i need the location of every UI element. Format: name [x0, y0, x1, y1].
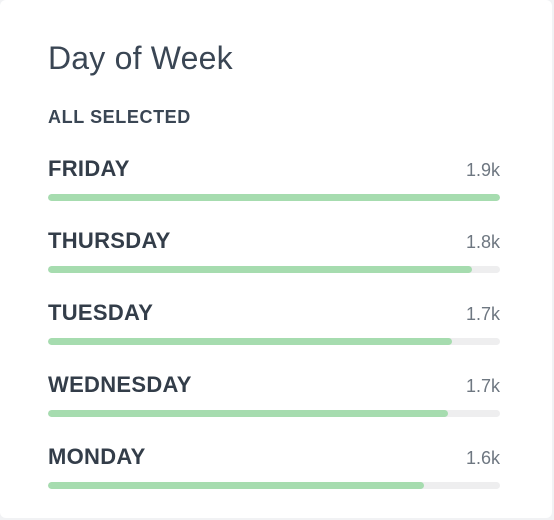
day-bar-track: [48, 266, 500, 273]
day-bar-fill: [48, 194, 500, 201]
day-label: WEDNESDAY: [48, 372, 192, 397]
day-bar-fill: [48, 410, 449, 417]
day-row-thursday[interactable]: THURSDAY 1.8k: [48, 224, 500, 296]
day-row-friday[interactable]: FRIDAY 1.9k: [48, 152, 500, 224]
day-count: 1.6k: [465, 448, 500, 468]
day-bar-fill: [48, 338, 453, 345]
panel-title: Day of Week: [48, 40, 233, 76]
day-bar-track: [48, 410, 500, 417]
day-count: 1.8k: [465, 232, 500, 252]
day-label: FRIDAY: [48, 156, 130, 181]
day-bar-track: [48, 194, 500, 201]
day-count: 1.7k: [465, 376, 500, 396]
day-row-wednesday[interactable]: WEDNESDAY 1.7k: [48, 368, 500, 440]
day-row-monday[interactable]: MONDAY 1.6k: [48, 440, 500, 512]
day-count: 1.9k: [465, 160, 500, 180]
day-bar-track: [48, 338, 500, 345]
day-bar-track: [48, 482, 500, 489]
filter-status[interactable]: ALL SELECTED: [48, 107, 191, 127]
day-bar-fill: [48, 266, 472, 273]
day-label: THURSDAY: [48, 228, 171, 253]
day-count: 1.7k: [465, 304, 500, 324]
day-bar-fill: [48, 482, 425, 489]
day-list: FRIDAY 1.9k THURSDAY 1.8k TUESDAY 1.7k W…: [48, 152, 500, 512]
day-label: MONDAY: [48, 444, 146, 469]
day-label: TUESDAY: [48, 300, 154, 325]
day-row-tuesday[interactable]: TUESDAY 1.7k: [48, 296, 500, 368]
